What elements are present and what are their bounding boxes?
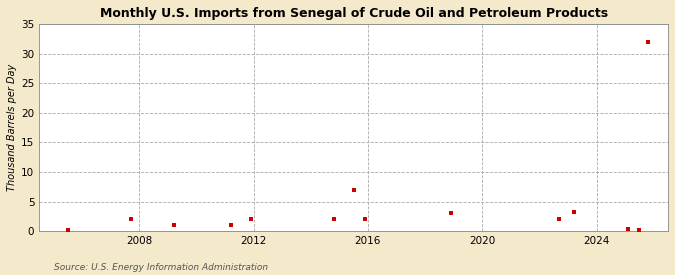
Point xyxy=(62,228,73,232)
Point xyxy=(225,222,236,227)
Title: Monthly U.S. Imports from Senegal of Crude Oil and Petroleum Products: Monthly U.S. Imports from Senegal of Cru… xyxy=(100,7,608,20)
Point xyxy=(168,223,179,227)
Point xyxy=(554,216,565,221)
Point xyxy=(634,228,645,232)
Point xyxy=(245,217,256,222)
Point xyxy=(643,39,653,44)
Point xyxy=(360,217,371,222)
Point xyxy=(126,217,136,222)
Point xyxy=(622,227,633,232)
Point xyxy=(328,216,339,221)
Point xyxy=(348,188,359,192)
Point xyxy=(568,210,579,214)
Text: Source: U.S. Energy Information Administration: Source: U.S. Energy Information Administ… xyxy=(54,263,268,272)
Y-axis label: Thousand Barrels per Day: Thousand Barrels per Day xyxy=(7,64,17,191)
Point xyxy=(446,211,456,215)
